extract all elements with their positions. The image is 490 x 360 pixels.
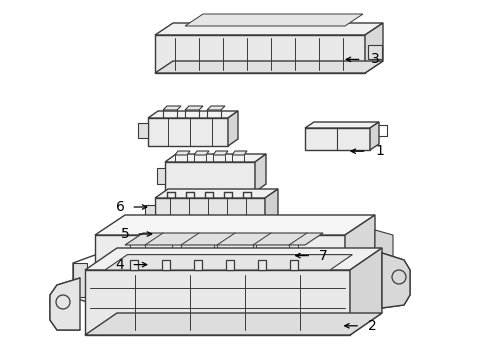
Polygon shape <box>95 215 375 235</box>
Polygon shape <box>194 151 209 155</box>
Polygon shape <box>350 248 382 335</box>
Polygon shape <box>105 255 352 270</box>
Polygon shape <box>165 162 255 192</box>
Polygon shape <box>345 215 375 325</box>
Text: 2: 2 <box>368 319 377 333</box>
Polygon shape <box>382 253 410 308</box>
Polygon shape <box>155 61 383 73</box>
Polygon shape <box>226 260 234 270</box>
Polygon shape <box>155 198 265 230</box>
Polygon shape <box>368 45 382 59</box>
Polygon shape <box>148 111 238 118</box>
Polygon shape <box>125 233 323 245</box>
Polygon shape <box>85 270 350 335</box>
Polygon shape <box>194 260 202 270</box>
Text: 3: 3 <box>370 53 379 66</box>
Polygon shape <box>162 260 170 270</box>
Polygon shape <box>130 260 138 270</box>
Polygon shape <box>365 23 383 73</box>
Text: 5: 5 <box>121 227 129 241</box>
Polygon shape <box>255 154 266 192</box>
Polygon shape <box>265 189 278 230</box>
Polygon shape <box>258 260 266 270</box>
Polygon shape <box>155 35 365 73</box>
Polygon shape <box>95 305 375 325</box>
Polygon shape <box>95 235 345 325</box>
Polygon shape <box>370 122 379 150</box>
Polygon shape <box>185 14 363 26</box>
Text: 1: 1 <box>375 144 384 158</box>
Polygon shape <box>165 154 266 162</box>
Polygon shape <box>138 123 148 138</box>
Polygon shape <box>232 151 247 155</box>
Text: 7: 7 <box>319 249 328 262</box>
Polygon shape <box>50 278 80 330</box>
Polygon shape <box>175 151 190 155</box>
Polygon shape <box>305 128 370 150</box>
Polygon shape <box>145 205 155 222</box>
Polygon shape <box>290 260 298 270</box>
Polygon shape <box>155 189 278 198</box>
Polygon shape <box>185 106 203 110</box>
Text: 6: 6 <box>116 200 124 214</box>
Polygon shape <box>85 313 382 335</box>
Polygon shape <box>163 106 181 110</box>
Polygon shape <box>228 111 238 146</box>
Polygon shape <box>157 168 165 184</box>
Polygon shape <box>375 230 393 270</box>
Polygon shape <box>213 151 228 155</box>
Text: 4: 4 <box>116 258 124 271</box>
Polygon shape <box>155 23 383 35</box>
Polygon shape <box>73 263 87 297</box>
Polygon shape <box>207 106 225 110</box>
Polygon shape <box>148 118 228 146</box>
Polygon shape <box>305 122 379 128</box>
Polygon shape <box>85 248 382 270</box>
